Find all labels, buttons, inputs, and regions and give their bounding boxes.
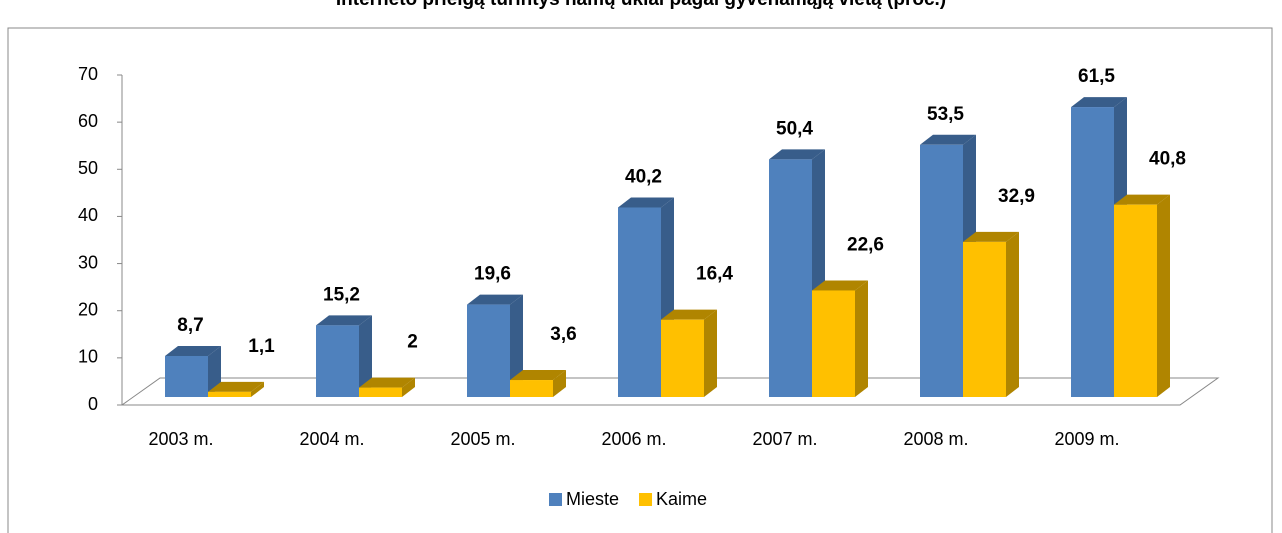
data-label: 2: [407, 332, 418, 353]
bar: [316, 325, 359, 397]
x-tick-label: 2008 m.: [903, 429, 968, 449]
y-tick-label: 50: [78, 158, 98, 178]
floor: [120, 377, 1220, 406]
bar-top: [812, 280, 868, 291]
y-tick-label: 10: [78, 347, 98, 367]
bar-top: [963, 231, 1019, 242]
data-label: 19,6: [474, 264, 511, 285]
bar: [769, 159, 812, 397]
bar-side: [553, 370, 566, 397]
data-label: 3,6: [550, 324, 576, 345]
bar: [920, 144, 963, 397]
bar-top: [1114, 194, 1170, 205]
y-tick-label: 60: [78, 111, 98, 131]
y-tick-label: 30: [78, 252, 98, 272]
x-tick-label: 2005 m.: [450, 429, 515, 449]
data-label: 40,2: [625, 167, 662, 188]
data-label: 22,6: [847, 234, 884, 255]
bar-side: [704, 309, 717, 397]
bar: [661, 319, 704, 397]
chart-frame: [7, 27, 1273, 533]
y-tick-label: 40: [78, 205, 98, 225]
chart-title: Interneto prieigą turintys namų ūkiai pa…: [336, 0, 946, 10]
bar: [510, 380, 553, 397]
x-tick-label: 2006 m.: [601, 429, 666, 449]
bar-top: [165, 345, 221, 356]
bar-top: [618, 197, 674, 208]
bar-top: [208, 381, 264, 392]
bar-top: [1071, 97, 1127, 108]
bar-top: [510, 370, 566, 381]
y-tick-label: 0: [88, 394, 98, 414]
x-tick-label: 2004 m.: [299, 429, 364, 449]
y-tick-label: 70: [78, 64, 98, 84]
x-tick-label: 2009 m.: [1054, 429, 1119, 449]
bar: [812, 290, 855, 397]
data-label: 40,8: [1149, 149, 1186, 170]
bar: [618, 207, 661, 397]
bar-side: [359, 315, 372, 397]
data-label: 50,4: [776, 118, 813, 139]
data-label: 16,4: [696, 264, 733, 285]
bar: [1071, 107, 1114, 398]
bar-side: [1006, 231, 1019, 397]
bar-top: [920, 134, 976, 145]
bar-side: [251, 381, 264, 397]
data-label: 15,2: [323, 284, 360, 305]
data-label: 61,5: [1078, 66, 1115, 87]
bar-side: [208, 345, 221, 397]
legend-swatch: [639, 493, 653, 506]
bar: [467, 304, 510, 397]
bar-top: [769, 149, 825, 160]
bar: [359, 387, 402, 397]
data-label: 8,7: [177, 315, 203, 336]
legend-label: Kaime: [656, 489, 707, 509]
bar: [165, 355, 208, 397]
legend-label: Mieste: [566, 489, 619, 509]
legend-swatch: [549, 493, 562, 506]
y-tick-label: 20: [78, 299, 98, 319]
bar-top: [359, 377, 415, 388]
x-tick-label: 2007 m.: [752, 429, 817, 449]
bar-top: [661, 309, 717, 320]
bar-side: [855, 280, 868, 397]
bar: [963, 241, 1006, 397]
bar: [1114, 204, 1157, 397]
bar-side: [510, 294, 523, 397]
bar: [208, 391, 251, 397]
x-tick-label: 2003 m.: [148, 429, 213, 449]
bar-top: [316, 315, 372, 326]
data-label: 53,5: [927, 104, 964, 125]
data-label: 32,9: [998, 186, 1035, 207]
bar-side: [402, 377, 415, 397]
bar-top: [467, 294, 523, 305]
bar-side: [1157, 194, 1170, 397]
data-label: 1,1: [248, 336, 275, 357]
